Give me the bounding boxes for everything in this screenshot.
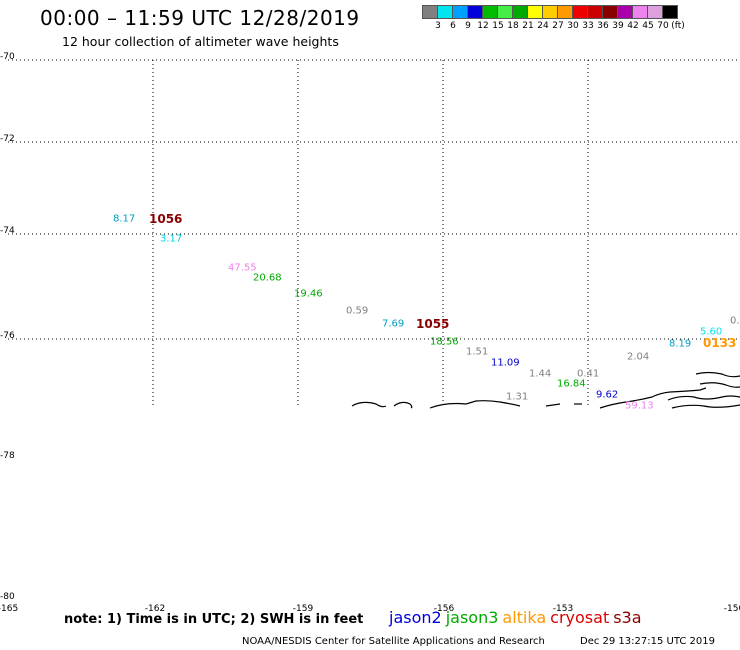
latitude-label: -78 <box>0 451 15 461</box>
wave-height-value: 3.17 <box>160 233 183 245</box>
wave-height-value: 19.46 <box>294 288 323 300</box>
color-scale-label: 27 <box>552 21 564 31</box>
color-scale-label: 21 <box>522 21 534 31</box>
color-scale-label: 42 <box>627 21 639 31</box>
color-swatch <box>647 5 663 19</box>
legend-entry: jason3 <box>445 608 499 627</box>
color-scale-label: 6 <box>450 21 456 31</box>
credit-line: NOAA/NESDIS Center for Satellite Applica… <box>242 636 545 647</box>
wave-height-value: 8.19 <box>669 338 692 350</box>
color-scale-label: (ft) <box>671 21 685 31</box>
coastline <box>351 371 740 409</box>
wave-height-value: 2.04 <box>627 351 650 363</box>
color-swatch <box>422 5 438 19</box>
map-subtitle: 12 hour collection of altimeter wave hei… <box>62 34 339 49</box>
color-swatch <box>467 5 483 19</box>
wave-height-value: 7.69 <box>382 318 405 330</box>
color-scale-label: 12 <box>477 21 489 31</box>
color-swatch <box>572 5 588 19</box>
wave-height-value: 1.44 <box>529 368 552 380</box>
wave-height-value: 8.17 <box>113 213 136 225</box>
color-scale-label: 15 <box>492 21 504 31</box>
color-scale-label: 9 <box>465 21 471 31</box>
color-scale-label: 18 <box>507 21 519 31</box>
color-swatch <box>617 5 633 19</box>
wave-height-value: 16.84 <box>557 378 586 390</box>
color-swatch <box>632 5 648 19</box>
color-swatch <box>527 5 543 19</box>
wave-height-value: 18.56 <box>430 336 459 348</box>
pass-time-label: 1056 <box>149 212 183 226</box>
satellite-legend: jason2 jason3 altika cryosat s3a <box>389 608 646 627</box>
latitude-label: -76 <box>0 331 15 341</box>
color-swatch <box>497 5 513 19</box>
color-swatch <box>602 5 618 19</box>
wave-height-value: 0.41 <box>577 368 600 380</box>
color-swatch <box>482 5 498 19</box>
pass-time-label: 0133 <box>703 336 737 350</box>
latitude-label: -70 <box>0 52 15 62</box>
wave-height-value: 5.60 <box>700 326 723 338</box>
color-scale-label: 36 <box>597 21 609 31</box>
color-scale-label: 24 <box>537 21 549 31</box>
legend-entry: jason2 <box>389 608 442 627</box>
latitude-label: -74 <box>0 226 15 236</box>
wave-height-value: 11.09 <box>491 357 520 369</box>
color-scale-label: 70 <box>657 21 669 31</box>
longitude-label: -159 <box>292 604 314 614</box>
longitude-label: -156 <box>433 604 455 614</box>
color-swatch <box>512 5 528 19</box>
color-scale-label: 30 <box>567 21 579 31</box>
color-scale-label: 33 <box>582 21 594 31</box>
wave-height-value: 9.62 <box>596 389 619 401</box>
color-scale-label: 3 <box>435 21 441 31</box>
longitude-label: -165 <box>0 604 19 614</box>
color-scale-label: 39 <box>612 21 624 31</box>
wave-height-value: 47.55 <box>228 262 257 274</box>
wave-height-value: 1.51 <box>466 346 489 358</box>
latitude-label: -72 <box>0 134 15 144</box>
color-swatch <box>542 5 558 19</box>
units-note: note: 1) Time is in UTC; 2) SWH is in fe… <box>64 612 364 627</box>
credit-timestamp: Dec 29 13:27:15 UTC 2019 <box>580 636 715 647</box>
color-swatch <box>452 5 468 19</box>
color-scale-label: 45 <box>642 21 654 31</box>
wave-height-value: 1.31 <box>506 391 529 403</box>
wave-height-value: 0. <box>730 315 740 327</box>
longitude-label: -150 <box>723 604 740 614</box>
longitude-label: -153 <box>552 604 574 614</box>
color-swatch <box>662 5 678 19</box>
wave-height-value: 20.68 <box>253 272 282 284</box>
pass-time-label: 1055 <box>416 317 450 331</box>
color-swatch <box>587 5 603 19</box>
legend-entry: altika <box>502 608 547 627</box>
wave-height-value: 0.59 <box>346 305 369 317</box>
color-scale-bar <box>422 5 678 19</box>
legend-entry: cryosat <box>550 608 610 627</box>
legend-entry: s3a <box>613 608 642 627</box>
color-swatch <box>557 5 573 19</box>
longitude-label: -162 <box>144 604 166 614</box>
latitude-label: -80 <box>0 592 15 602</box>
map-title: 00:00 – 11:59 UTC 12/28/2019 <box>40 6 360 30</box>
grid-lines <box>8 59 738 406</box>
wave-height-value: 59.13 <box>625 400 654 412</box>
color-swatch <box>437 5 453 19</box>
